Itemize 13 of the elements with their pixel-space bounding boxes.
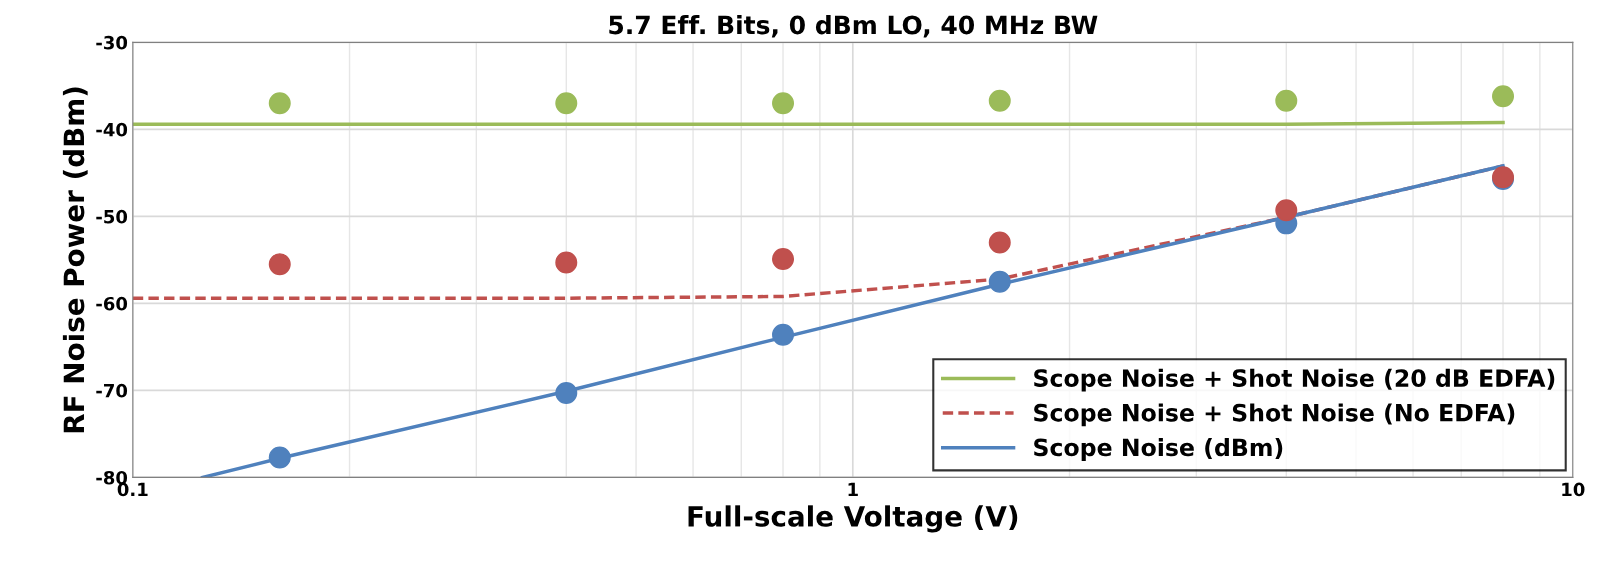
y-tick-label: -60 (96, 296, 128, 311)
y-tick-label: -70 (96, 383, 128, 398)
legend-label: Scope Noise (dBm) (1034, 438, 1283, 461)
x-axis-title: Full-scale Voltage (V) (688, 505, 1018, 533)
y-tick-label: -40 (96, 122, 128, 137)
legend-label: Scope Noise + Shot Noise (No EDFA) (1034, 403, 1515, 427)
y-axis-title: RF Noise Power (dBm) (62, 87, 88, 433)
x-tick-label: 1 (848, 482, 858, 497)
x-tick-label: 10 (1562, 482, 1585, 497)
y-tick-label: -50 (96, 209, 128, 224)
y-tick-label: -30 (96, 35, 128, 50)
chart-title: 5.7 Eff. Bits, 0 dBm LO, 40 MHz BW (609, 15, 1098, 38)
legend-label: Scope Noise + Shot Noise (20 dB EDFA) (1034, 368, 1555, 392)
